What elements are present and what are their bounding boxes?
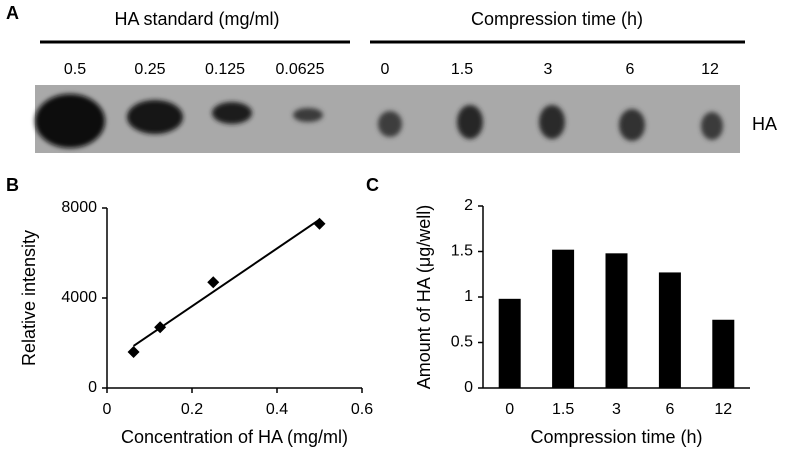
x-tick-label: 6	[665, 401, 674, 418]
x-tick-label: 12	[714, 401, 732, 418]
x-axis-label: Compression time (h)	[530, 427, 702, 447]
y-axis-label: Relative intensity	[19, 230, 39, 366]
lane-label: 3	[544, 61, 553, 78]
lane-label: 6	[626, 61, 635, 78]
y-axis-label: Amount of HA (μg/well)	[414, 205, 434, 389]
lane-label: 0.0625	[276, 61, 325, 78]
lane-label: 0	[381, 61, 390, 78]
x-tick-label: 1.5	[552, 401, 574, 418]
lane-label: 0.25	[134, 61, 165, 78]
bar	[552, 249, 575, 388]
y-tick-label: 0	[88, 379, 97, 396]
bar	[658, 272, 681, 388]
group-label: HA standard (mg/ml)	[114, 9, 279, 29]
x-tick-label: 3	[612, 401, 621, 418]
y-tick-label: 1.5	[451, 243, 473, 260]
spot	[378, 111, 402, 137]
x-tick-label: 0.2	[181, 401, 203, 418]
blot-spots	[35, 94, 723, 148]
lane-label: 12	[701, 61, 719, 78]
y-tick-label: 8000	[61, 199, 97, 216]
spot	[127, 100, 183, 134]
x-axis-label: Concentration of HA (mg/ml)	[121, 427, 348, 447]
y-tick-label: 4000	[61, 289, 97, 306]
y-tick-label: 0	[464, 379, 473, 396]
point	[207, 276, 220, 289]
point	[127, 346, 140, 358]
bar	[712, 319, 735, 388]
spot	[212, 102, 252, 124]
bar	[498, 298, 521, 388]
spot	[293, 108, 323, 122]
panel-letter: A	[6, 3, 19, 23]
panel-letter: C	[366, 175, 379, 195]
bar	[605, 253, 628, 388]
row-label: HA	[752, 114, 777, 134]
x-tick-label: 0	[103, 401, 112, 418]
y-tick-label: 2	[464, 197, 473, 214]
y-tick-label: 1	[464, 288, 473, 305]
point	[154, 321, 167, 334]
group-label: Compression time (h)	[471, 9, 643, 29]
point	[313, 217, 326, 230]
lane-label: 0.125	[205, 61, 245, 78]
lane-label: 0.5	[64, 61, 86, 78]
x-tick-label: 0	[505, 401, 514, 418]
spot	[619, 109, 645, 141]
lane-label: 1.5	[451, 61, 473, 78]
lane-labels: 0.5 0.25 0.125 0.0625 0 1.5 3 6 12	[64, 61, 719, 78]
x-tick-label: 0.4	[266, 401, 288, 418]
spot	[539, 105, 565, 139]
spot	[35, 94, 105, 148]
x-tick-label: 0.6	[351, 401, 373, 418]
spot	[457, 105, 483, 139]
spot	[701, 112, 723, 140]
trendline	[133, 218, 321, 347]
y-tick-label: 0.5	[451, 334, 473, 351]
panel-letter: B	[6, 175, 19, 195]
